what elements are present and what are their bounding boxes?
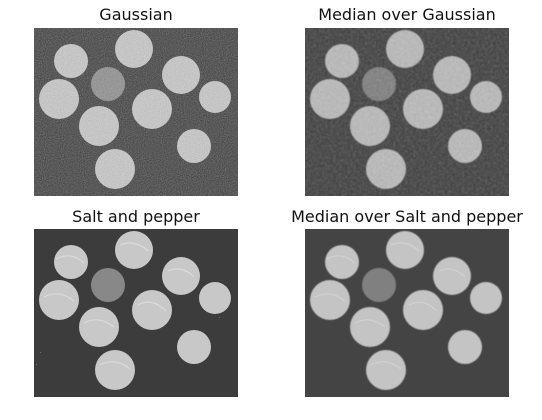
coin <box>403 290 443 330</box>
coin <box>350 307 390 347</box>
coin <box>325 245 359 279</box>
coin <box>362 268 396 302</box>
coin <box>448 330 482 364</box>
coin <box>470 282 502 314</box>
panel-title-gaussian: Gaussian <box>99 5 173 24</box>
image-median-over-gaussian <box>305 28 509 196</box>
panel-title-median-over-gaussian: Median over Gaussian <box>318 5 496 24</box>
panel-title-salt-and-pepper: Salt and pepper <box>72 207 200 226</box>
coin-highlights <box>314 242 466 370</box>
coin <box>386 231 424 269</box>
image-median-over-salt-and-pepper <box>305 229 509 397</box>
coin <box>433 257 471 295</box>
coin <box>366 350 406 390</box>
coins <box>310 231 502 390</box>
coin <box>310 280 350 320</box>
image-salt-and-pepper <box>34 229 238 397</box>
panel-title-median-over-salt-and-pepper: Median over Salt and pepper <box>291 207 523 226</box>
image-gaussian <box>34 28 238 196</box>
